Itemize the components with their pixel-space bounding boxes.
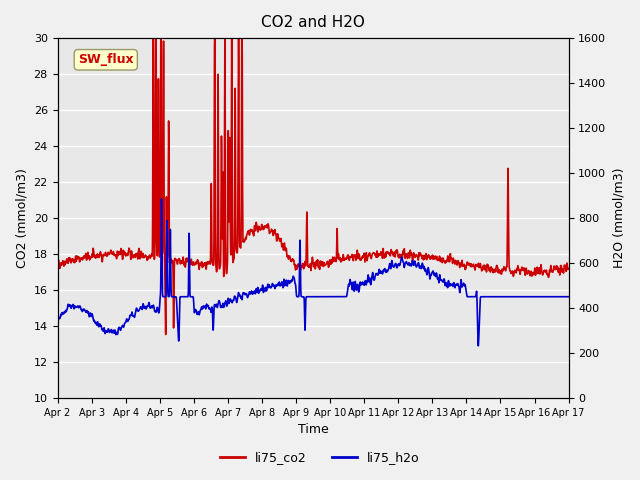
li75_co2 [112, 252, 120, 258]
X-axis label: Time: Time [298, 423, 328, 436]
Y-axis label: H2O (mmol/m3): H2O (mmol/m3) [612, 168, 625, 268]
li75_h2o [54, 320, 61, 325]
li75_co2 [142, 253, 150, 259]
li75_h2o [157, 196, 165, 202]
li75_co2 [149, 35, 157, 41]
li75_h2o [272, 282, 280, 288]
li75_h2o [555, 294, 563, 300]
Y-axis label: CO2 (mmol/m3): CO2 (mmol/m3) [15, 168, 28, 268]
li75_co2 [272, 231, 280, 237]
li75_co2 [54, 258, 61, 264]
Line: li75_h2o: li75_h2o [58, 199, 568, 346]
li75_co2 [250, 232, 258, 238]
li75_co2 [564, 266, 572, 272]
li75_co2 [162, 332, 170, 337]
Legend: li75_co2, li75_h2o: li75_co2, li75_h2o [215, 446, 425, 469]
li75_h2o [250, 289, 257, 295]
li75_h2o [112, 332, 120, 337]
li75_h2o [564, 294, 572, 300]
Line: li75_co2: li75_co2 [58, 38, 568, 335]
li75_h2o [474, 343, 482, 348]
Text: SW_flux: SW_flux [78, 53, 134, 66]
li75_co2 [500, 264, 508, 270]
li75_co2 [555, 266, 563, 272]
Title: CO2 and H2O: CO2 and H2O [261, 15, 365, 30]
li75_h2o [500, 294, 508, 300]
li75_h2o [142, 306, 150, 312]
